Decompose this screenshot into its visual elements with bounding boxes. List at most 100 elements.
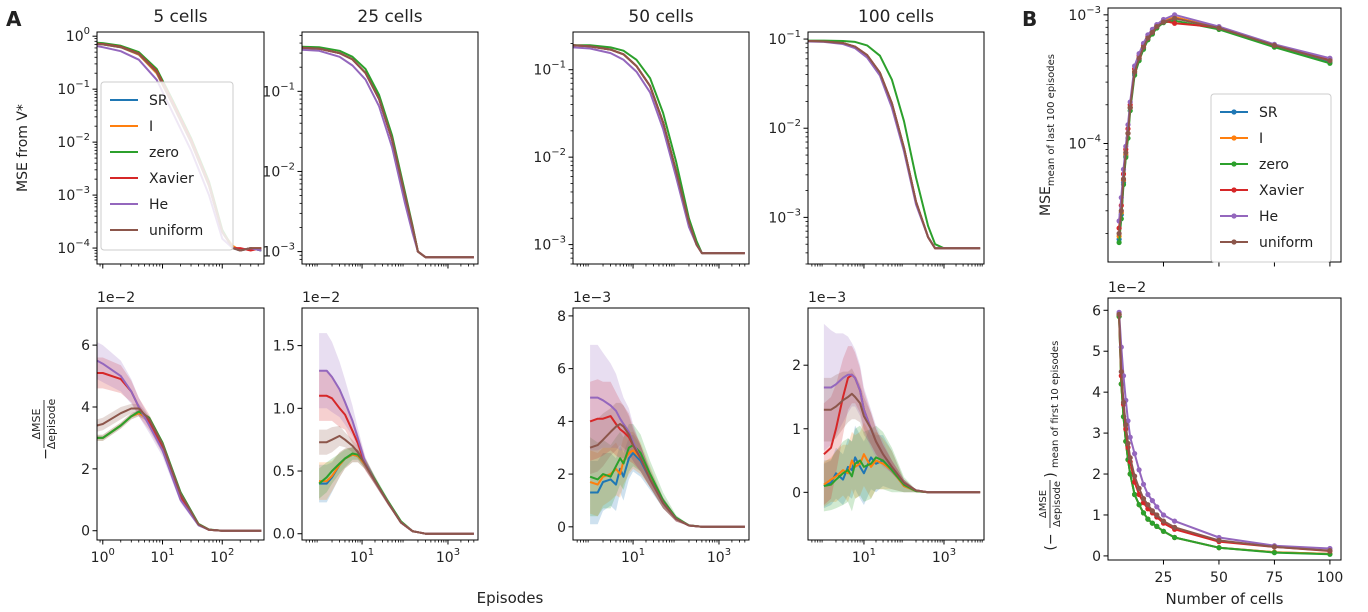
axes-a-bot-50: 0 2 4 6 8 101 103 1e−3 — [557, 290, 750, 566]
legend-label-uniform: uniform — [149, 223, 203, 239]
series-line-uniform — [97, 407, 262, 532]
point-uniform — [1140, 496, 1147, 502]
axes-b-bot: 0 1 2 3 4 5 6 25 50 75 100 1e−2 Number of cells — [1092, 280, 1343, 608]
point-zero — [1154, 523, 1160, 530]
series-line-zero — [1118, 316, 1330, 556]
point-He — [1140, 481, 1147, 487]
panel-b-letter: B — [1022, 7, 1037, 31]
plot-area-a-top-25 — [302, 45, 474, 259]
band-He — [319, 333, 474, 534]
axes-frame — [572, 31, 750, 265]
series-line-uniform — [589, 423, 745, 528]
point-uniform — [1160, 19, 1167, 25]
point-uniform — [1123, 150, 1129, 156]
point-uniform — [1127, 455, 1133, 461]
point-uniform — [1132, 473, 1138, 479]
axes-frame — [572, 307, 750, 541]
axes-frame — [301, 31, 479, 265]
y-tick-label: 4 — [1092, 385, 1101, 401]
chart-title: 100 cells — [858, 7, 934, 27]
point-uniform — [1149, 508, 1155, 514]
point-uniform — [1125, 440, 1131, 446]
y-tick-label: 0 — [557, 520, 566, 536]
legend-label-SR: SR — [1259, 105, 1278, 121]
y-tick-label: 10−2 — [768, 118, 801, 137]
y-tick-label: 10−3 — [57, 185, 90, 204]
axes-frame — [807, 31, 985, 265]
point-uniform — [1271, 544, 1277, 550]
offset-text: 1e−2 — [302, 290, 340, 306]
y-tick-label: 10−1 — [262, 81, 295, 100]
x-tick-label: 103 — [707, 547, 731, 566]
point-zero — [1136, 502, 1142, 508]
plot-area-a-bot-5 — [97, 342, 262, 532]
legend-marker-I — [1231, 135, 1237, 141]
legend-marker-uniform — [1231, 239, 1237, 245]
series-line-uniform — [302, 46, 474, 259]
point-zero — [1140, 510, 1147, 516]
point-He — [1149, 498, 1155, 504]
point-uniform — [1154, 24, 1160, 30]
minus-sign: − — [38, 448, 54, 460]
point-uniform — [1145, 502, 1151, 508]
point-uniform — [1116, 311, 1122, 317]
legend-frame — [100, 81, 234, 251]
y-axis-label-b-top: MSEmean of last 100 episodes — [1038, 54, 1057, 216]
y-tick-label: 0 — [81, 524, 90, 540]
x-tick-label: 50 — [1210, 570, 1228, 586]
y-tick-label: 6 — [557, 362, 566, 378]
axes-a-bot-100: 0 1 2 101 103 1e−3 — [792, 290, 985, 566]
shared-xlabel: Episodes — [477, 589, 544, 607]
series-line-I — [302, 46, 474, 259]
chart-title: 5 cells — [153, 7, 207, 27]
point-He — [1145, 491, 1151, 498]
legend-label-zero: zero — [1259, 157, 1289, 173]
point-uniform — [1127, 105, 1133, 111]
band-Xavier — [590, 379, 745, 527]
y-axis-label-b-bot: (− ΔMSE Δepisode) mean of first 10 episodes — [1038, 341, 1063, 551]
point-He — [1136, 467, 1142, 473]
band-SR — [823, 425, 981, 509]
y-tick-label: 0.0 — [273, 527, 295, 543]
x-tick-label: 101 — [350, 547, 374, 566]
y-tick-label: 0 — [792, 485, 801, 501]
legend-label-I: I — [149, 119, 153, 135]
x-tick-label: 101 — [621, 547, 645, 566]
point-zero — [1216, 545, 1222, 551]
fraction-numerator: ΔMSE — [1038, 490, 1049, 518]
x-tick-label: 103 — [932, 547, 956, 566]
y-tick-label: 3 — [1092, 426, 1101, 442]
series-line-I — [808, 40, 981, 250]
axes-a-top-25: 10−1 10−2 10−3 25 cells — [262, 7, 479, 269]
paren-close: ) — [1043, 472, 1059, 477]
y-tick-label: 10−4 — [57, 238, 90, 257]
fraction-denominator: Δepisode — [45, 398, 58, 449]
series-line-SR — [302, 46, 474, 259]
series-line-He — [302, 48, 474, 259]
series-line-SR — [97, 412, 262, 532]
point-uniform — [1140, 44, 1147, 50]
offset-text: 1e−3 — [573, 290, 611, 306]
point-uniform — [1327, 58, 1333, 64]
plot-area-a-bot-50 — [589, 344, 745, 528]
point-uniform — [1136, 55, 1142, 61]
series-line-SR — [808, 40, 981, 250]
series-line-He — [573, 46, 745, 255]
point-uniform — [1118, 369, 1124, 375]
point-uniform — [1154, 512, 1160, 518]
series-line-uniform — [573, 44, 745, 255]
legend-label-He: He — [1259, 209, 1278, 225]
y-tick-label: 6 — [81, 338, 90, 354]
legend-frame — [1210, 93, 1332, 263]
series-line-Xavier — [97, 372, 262, 532]
point-uniform — [1271, 42, 1277, 48]
x-tick-label: 102 — [210, 547, 234, 566]
x-tick-label: 100 — [1317, 570, 1344, 586]
y-tick-label: 2 — [81, 462, 90, 478]
y-tick-label: 4 — [81, 400, 90, 416]
point-zero — [1271, 550, 1277, 556]
